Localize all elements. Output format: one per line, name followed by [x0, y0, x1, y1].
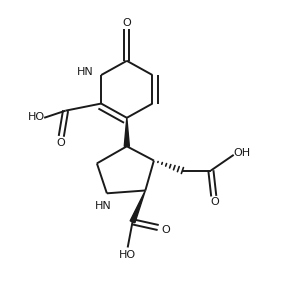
Text: O: O	[123, 18, 131, 28]
Polygon shape	[124, 118, 129, 146]
Text: O: O	[56, 138, 65, 148]
Text: HO: HO	[28, 112, 45, 122]
Text: HN: HN	[77, 67, 94, 77]
Text: OH: OH	[234, 147, 251, 157]
Text: O: O	[161, 225, 170, 235]
Text: O: O	[211, 197, 219, 207]
Text: HN: HN	[95, 201, 112, 211]
Polygon shape	[130, 191, 145, 223]
Text: HO: HO	[119, 250, 136, 260]
